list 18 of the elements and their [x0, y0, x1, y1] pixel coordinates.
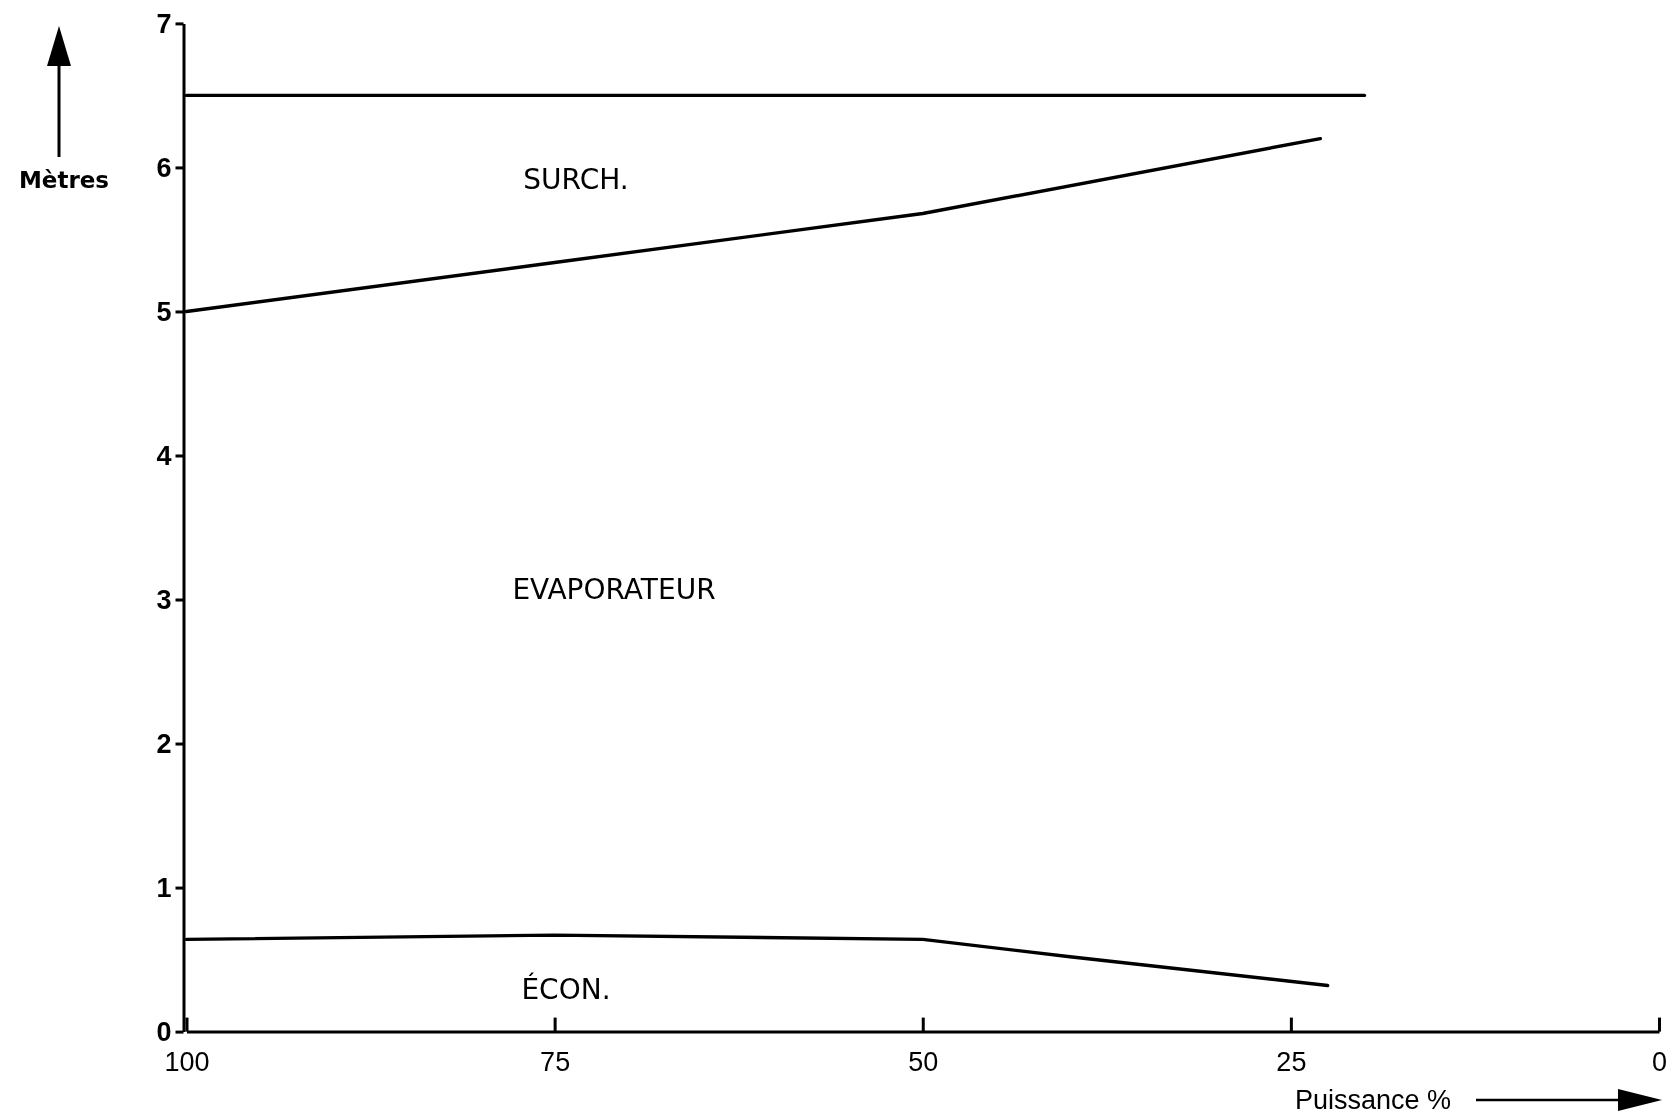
- x-tick-label: 75: [540, 1046, 571, 1077]
- x-tick-label: 100: [164, 1046, 210, 1077]
- y-tick-label: 6: [156, 152, 172, 183]
- y-tick-label: 4: [156, 440, 172, 471]
- x-tick-label: 50: [908, 1046, 939, 1077]
- x-tick-label: 0: [1651, 1046, 1668, 1077]
- annotation: ÉCON.: [521, 972, 611, 1007]
- y-tick-label: 3: [156, 584, 172, 615]
- y-tick-label: 2: [156, 728, 172, 759]
- y-tick-label: 7: [156, 8, 172, 39]
- annotation: SURCH.: [523, 163, 629, 197]
- y-axis-title: Mètres: [18, 167, 110, 194]
- y-tick-label: 1: [156, 872, 172, 903]
- x-axis-title: Puissance %: [1294, 1084, 1452, 1115]
- annotation: EVAPORATEUR: [512, 573, 716, 607]
- y-tick-label: 5: [156, 296, 172, 327]
- y-tick-label: 0: [156, 1016, 172, 1047]
- x-tick-label: 25: [1276, 1046, 1307, 1077]
